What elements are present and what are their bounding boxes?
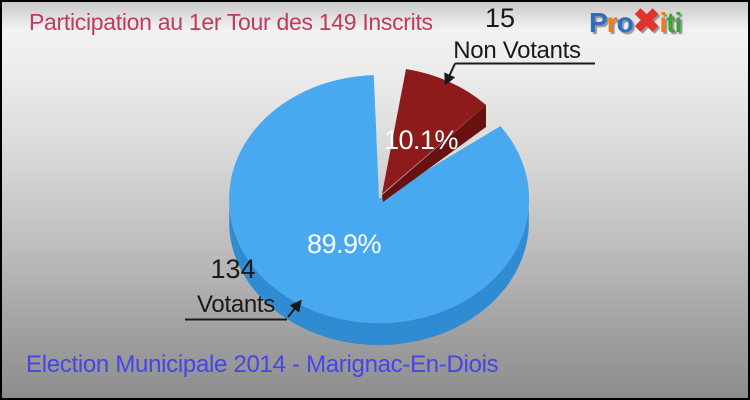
logo-letter: o	[616, 7, 634, 38]
logo-letter: P	[589, 7, 608, 38]
proxiti-logo[interactable]: Pro✖iti	[589, 4, 682, 39]
chart-title: Participation au 1er Tour des 149 Inscri…	[29, 9, 433, 35]
nonvotants-callout-arrow	[444, 63, 456, 86]
nonvotants-percent-label: 10.1%	[384, 125, 459, 155]
votants-count-label: 134	[210, 254, 256, 284]
votants-slice	[229, 75, 530, 324]
logo-letter: i	[659, 7, 667, 38]
votants-slice-side	[229, 205, 529, 346]
nonvotants-category-label: Non Votants	[453, 37, 581, 64]
votants-category-label: Votants	[197, 291, 275, 318]
logo-letter: t	[666, 7, 675, 38]
votants-callout-arrow	[287, 299, 302, 318]
logo-x-icon: ✖	[632, 2, 661, 39]
nonvotants-slice	[382, 69, 486, 194]
nonvotants-slice-side	[382, 105, 486, 202]
votants-percent-label: 89.9%	[306, 229, 382, 259]
logo-letter: i	[674, 7, 682, 38]
chart-subtitle: Election Municipale 2014 - Marignac-En-D…	[26, 351, 499, 378]
nonvotants-count-label: 15	[484, 3, 516, 33]
logo-letter: r	[606, 7, 618, 38]
